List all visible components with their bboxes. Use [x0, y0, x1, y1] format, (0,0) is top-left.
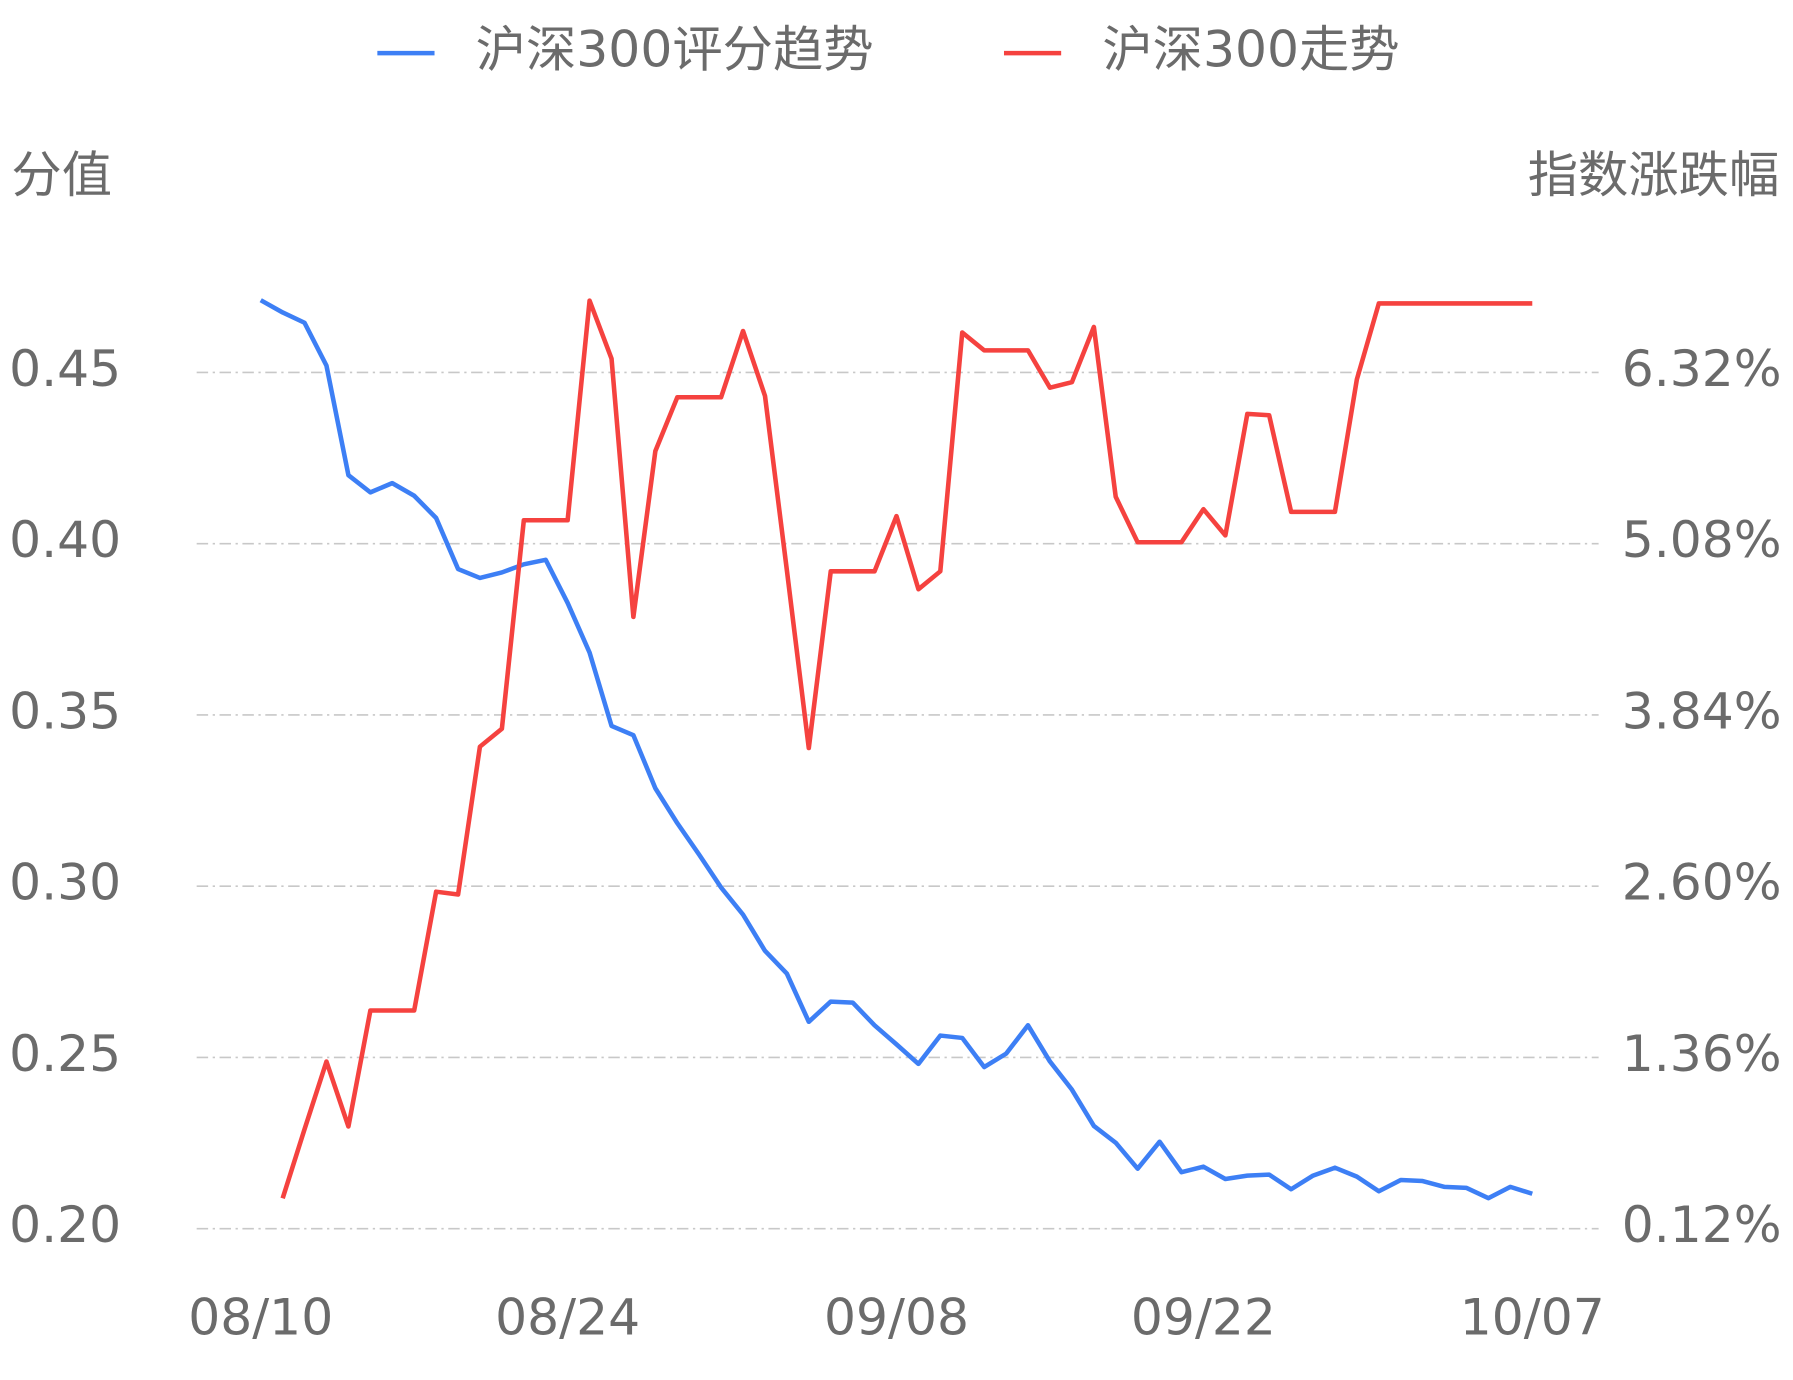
y2-tick-label: 1.36% — [1622, 1025, 1782, 1083]
legend-label: 沪深300评分趋势 — [476, 21, 874, 79]
x-tick-label: 08/24 — [495, 1289, 640, 1347]
x-tick-label: 09/08 — [824, 1289, 969, 1347]
legend-label: 沪深300走势 — [1102, 21, 1399, 79]
series-line — [280, 298, 1533, 1199]
x-tick-label: 10/07 — [1460, 1289, 1605, 1347]
y-tick-label: 0.35 — [9, 683, 121, 741]
x-tick-label: 08/10 — [188, 1289, 333, 1347]
y-axis-title: 分值 — [11, 146, 112, 204]
x-tick-label: 09/22 — [1131, 1289, 1276, 1347]
y-tick-label: 0.45 — [9, 340, 121, 398]
y2-axis-title: 指数涨跌幅 — [1528, 146, 1780, 204]
y-tick-label: 0.20 — [9, 1196, 121, 1254]
y-tick-label: 0.25 — [9, 1025, 121, 1083]
y-tick-label: 0.40 — [9, 511, 121, 569]
y2-tick-label: 6.32% — [1622, 340, 1782, 398]
y2-tick-label: 0.12% — [1622, 1196, 1782, 1254]
y-tick-label: 0.30 — [9, 854, 121, 912]
y2-tick-label: 3.84% — [1622, 683, 1782, 741]
series-line — [259, 298, 1533, 1201]
y2-tick-label: 5.08% — [1622, 511, 1782, 569]
y2-tick-label: 2.60% — [1622, 854, 1782, 912]
